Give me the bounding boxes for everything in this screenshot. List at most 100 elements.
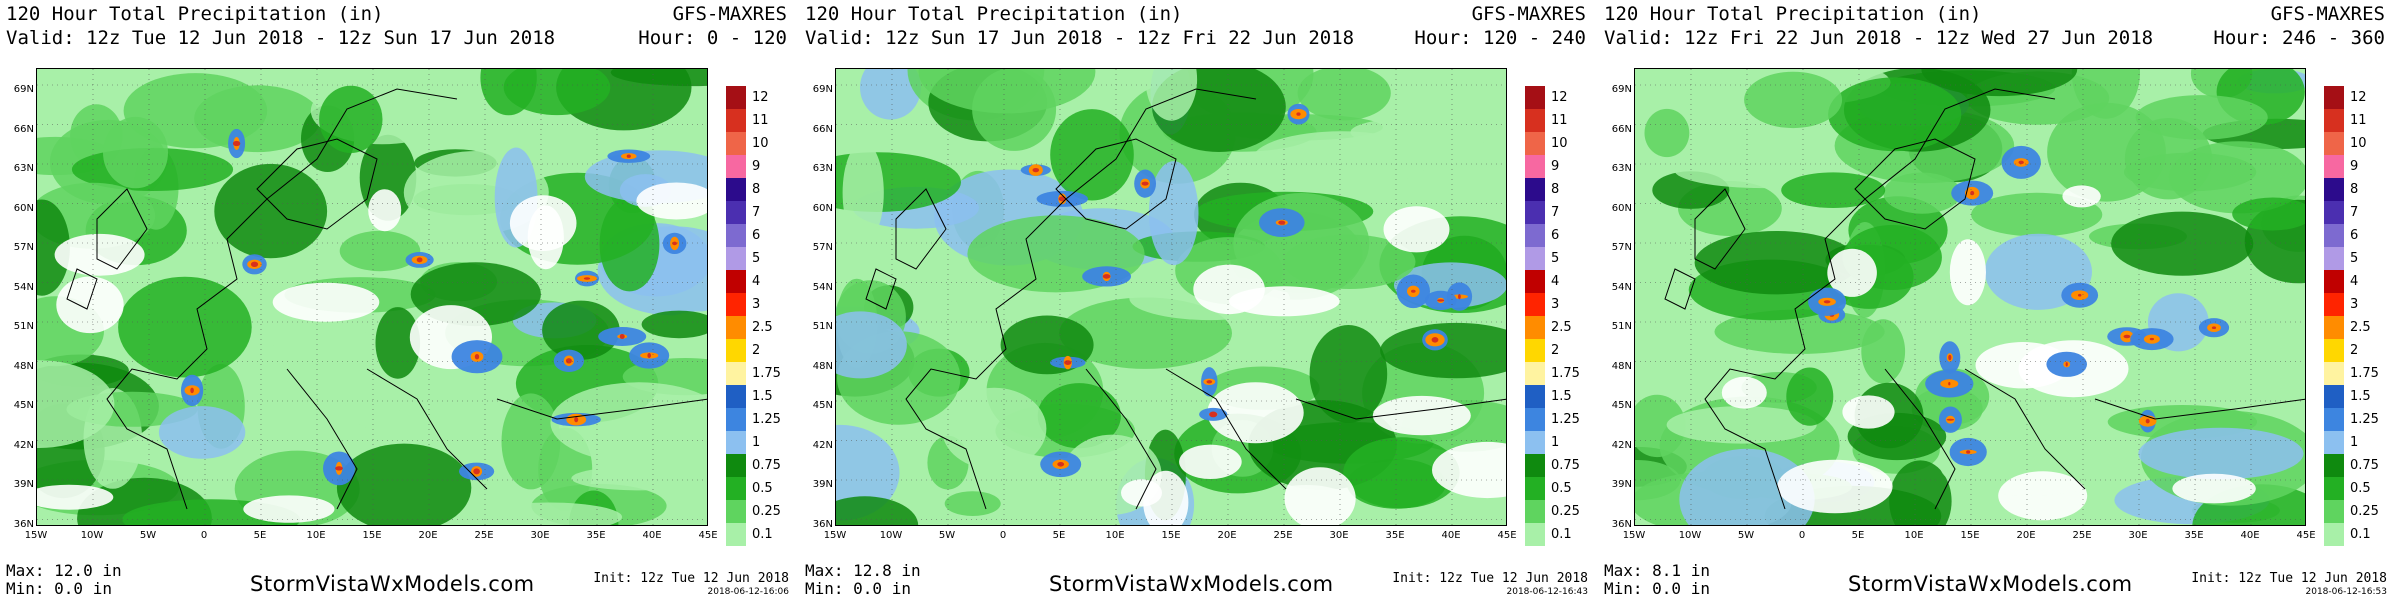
legend-color-swatch bbox=[2324, 270, 2344, 294]
precip-blob bbox=[1828, 77, 1962, 152]
longitude-tick-label: 45E bbox=[698, 530, 718, 541]
legend-color-swatch bbox=[1525, 132, 1545, 156]
legend-color-swatch bbox=[726, 224, 746, 248]
longitude-tick-label: 15W bbox=[823, 530, 847, 541]
longitude-tick-label: 15E bbox=[362, 530, 382, 541]
precip-blob bbox=[37, 360, 115, 448]
legend-value-label: 10 bbox=[2350, 135, 2367, 151]
legend-value-label: 2.5 bbox=[2350, 319, 2371, 335]
precip-blob bbox=[1148, 161, 1199, 266]
longitude-tick-label: 5E bbox=[1851, 530, 1865, 541]
legend-value-label: 9 bbox=[1551, 158, 1560, 174]
legend-value-label: 0.75 bbox=[752, 457, 781, 473]
legend-color-swatch bbox=[726, 454, 746, 478]
legend-value-label: 6 bbox=[752, 227, 761, 243]
legend-value-label: 4 bbox=[752, 273, 761, 289]
latitude-tick-label: 54N bbox=[13, 281, 34, 293]
precip-blob bbox=[836, 311, 907, 379]
precip-blob bbox=[2138, 427, 2304, 480]
dry-area bbox=[1777, 459, 1893, 514]
coastline bbox=[1085, 368, 1506, 510]
map-panel-1: 120 Hour Total Precipitation (in) Valid:… bbox=[0, 0, 799, 601]
dry-area bbox=[37, 484, 114, 510]
longitude-tick-label: 45E bbox=[2296, 530, 2316, 541]
precip-core-red bbox=[232, 140, 241, 147]
coastline-scandinavia bbox=[1055, 138, 1177, 230]
legend-color-swatch bbox=[726, 339, 746, 363]
dry-area bbox=[1721, 376, 1767, 409]
longitude-tick-label: 30E bbox=[2128, 530, 2148, 541]
latitude-tick-label: 69N bbox=[1611, 84, 1632, 95]
precip-blob bbox=[1694, 231, 1858, 295]
latitude-tick-label: 45N bbox=[812, 400, 833, 411]
precip-blob bbox=[1283, 234, 1416, 289]
precip-blob bbox=[1145, 69, 1198, 121]
legend-color-swatch bbox=[2324, 86, 2344, 110]
legend-color-swatch bbox=[2324, 500, 2344, 524]
dry-area bbox=[2172, 473, 2256, 504]
precip-blob bbox=[542, 300, 620, 360]
legend-value-label: 9 bbox=[752, 158, 761, 174]
precip-core-red bbox=[1032, 168, 1040, 173]
longitude-tick-label: 25E bbox=[474, 530, 494, 541]
precip-blob bbox=[1309, 325, 1388, 423]
precip-blob bbox=[918, 69, 1096, 114]
coastline-islands bbox=[865, 188, 947, 310]
dry-area bbox=[56, 276, 124, 334]
legend-value-label: 0.1 bbox=[2350, 526, 2371, 542]
precip-blob bbox=[336, 443, 472, 525]
min-value: Min: 0.0 in bbox=[805, 579, 911, 598]
map-title: 120 Hour Total Precipitation (in) bbox=[6, 3, 384, 25]
precip-core-red bbox=[2078, 293, 2082, 297]
legend-color-swatch bbox=[2324, 523, 2344, 546]
legend-color-swatch bbox=[726, 362, 746, 386]
legend-value-label: 0.25 bbox=[752, 503, 781, 519]
dry-area bbox=[1372, 395, 1471, 436]
legend-value-label: 0.1 bbox=[1551, 526, 1572, 542]
precip-core-red bbox=[1948, 382, 1951, 386]
precip-blob bbox=[1781, 172, 1886, 208]
valid-period: Valid: 12z Fri 22 Jun 2018 - 12z Wed 27 … bbox=[1604, 27, 2154, 49]
legend-value-label: 3 bbox=[1551, 296, 1560, 312]
legend-color-swatch bbox=[1525, 385, 1545, 409]
precip-blob bbox=[2135, 95, 2268, 140]
precip-blob bbox=[571, 466, 707, 491]
legend-color-swatch bbox=[726, 500, 746, 524]
precip-core-red bbox=[565, 358, 572, 364]
dry-area bbox=[1284, 467, 1356, 525]
dry-area bbox=[272, 282, 380, 322]
longitude-tick-label: 35E bbox=[586, 530, 606, 541]
longitude-tick-label: 20E bbox=[2016, 530, 2036, 541]
legend-color-swatch bbox=[1525, 86, 1545, 110]
precip-core-red bbox=[2149, 337, 2154, 341]
legend-color-swatch bbox=[2324, 224, 2344, 248]
precip-blob bbox=[2047, 102, 2166, 202]
longitude-tick-label: 30E bbox=[530, 530, 550, 541]
precip-core-red bbox=[2123, 334, 2131, 339]
precip-blob bbox=[1635, 394, 1686, 458]
precip-blob bbox=[103, 116, 168, 189]
legend-value-label: 1.25 bbox=[1551, 411, 1580, 427]
precip-core-red bbox=[1411, 289, 1416, 293]
legend-value-label: 10 bbox=[752, 135, 769, 151]
legend-value-label: 7 bbox=[1551, 204, 1560, 220]
legend-color-swatch bbox=[726, 408, 746, 432]
legend-color-swatch bbox=[2324, 132, 2344, 156]
precip-blob bbox=[194, 85, 321, 153]
precip-blob bbox=[1714, 309, 1885, 354]
legend-value-label: 3 bbox=[752, 296, 761, 312]
longitude-tick-label: 10W bbox=[879, 530, 903, 541]
legend-value-label: 0.25 bbox=[1551, 503, 1580, 519]
map-title: 120 Hour Total Precipitation (in) bbox=[805, 3, 1183, 25]
longitude-tick-label: 0 bbox=[999, 530, 1007, 541]
precip-blob bbox=[1343, 437, 1460, 509]
legend-value-label: 4 bbox=[1551, 273, 1560, 289]
precip-core-red bbox=[1966, 450, 1971, 454]
precip-blob bbox=[158, 406, 246, 459]
legend-value-label: 1.75 bbox=[2350, 365, 2379, 381]
valid-period: Valid: 12z Tue 12 Jun 2018 - 12z Sun 17 … bbox=[6, 27, 556, 49]
legend-color-swatch bbox=[726, 201, 746, 225]
legend-value-label: 9 bbox=[2350, 158, 2359, 174]
max-value: Max: 12.0 in bbox=[6, 561, 122, 580]
coastline bbox=[106, 88, 458, 510]
